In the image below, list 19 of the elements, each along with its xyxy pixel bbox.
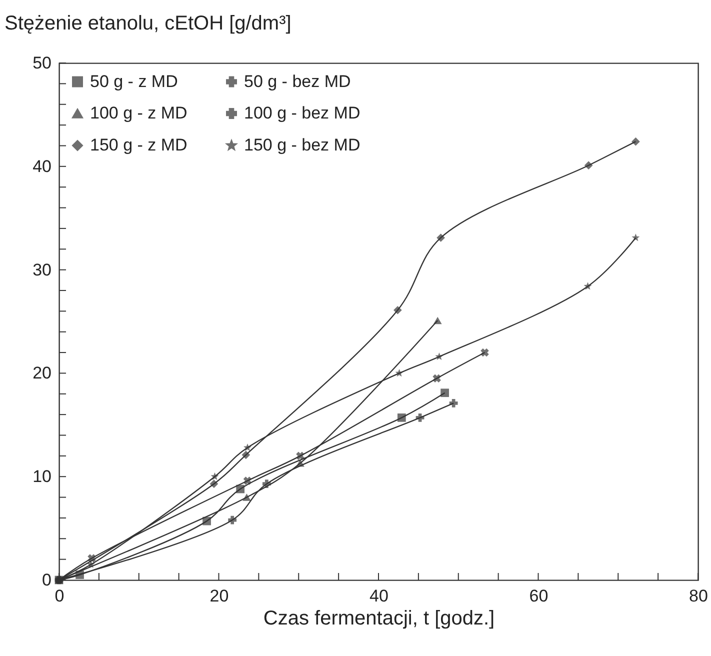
legend-label: 150 g - bez MD — [244, 136, 360, 154]
y-tick-label: 30 — [32, 260, 52, 280]
x-tick-label: 0 — [54, 586, 64, 606]
y-tick-label: 0 — [42, 570, 52, 590]
y-tick-label: 20 — [32, 364, 52, 383]
y-axis-title: Stężenie etanolu, cEtOH [g/dm³] — [4, 12, 292, 34]
x-tick-label: 80 — [689, 586, 708, 606]
y-tick-label: 50 — [32, 54, 52, 72]
x-tick-label: 40 — [370, 586, 388, 606]
x-tick-label: 20 — [210, 586, 229, 606]
legend-label: 50 g - z MD — [90, 72, 178, 91]
legend-label: 150 g - z MD — [90, 136, 188, 154]
y-tick-label: 10 — [32, 467, 52, 486]
legend-label: 100 g - bez MD — [244, 104, 360, 122]
y-tick-label: 40 — [32, 156, 52, 176]
x-tick-label: 60 — [529, 586, 548, 606]
legend-label: 100 g - z MD — [90, 104, 188, 122]
x-axis-title: Czas fermentacji, t [godz.] — [263, 608, 495, 630]
legend-label: 50 g - bez MD — [244, 72, 351, 91]
